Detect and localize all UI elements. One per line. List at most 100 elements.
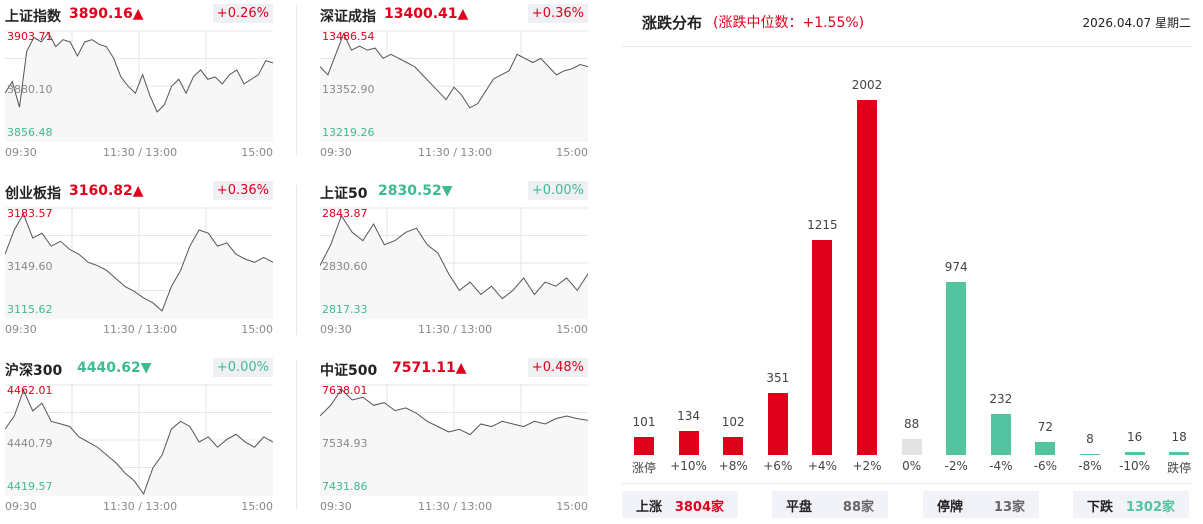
bar-label: +8% — [718, 459, 748, 473]
index-value: 7571.11▲ — [392, 360, 467, 376]
bar-value: 134 — [677, 409, 701, 424]
summary-item: 平盘 88家 — [772, 491, 888, 518]
index-panel[interactable]: 深证成指 13400.41▲ +0.36% 13486.54 13352.90 … — [320, 0, 588, 170]
index-panel[interactable]: 中证500 7571.11▲ +0.48% 7638.01 7534.93 74… — [320, 354, 588, 524]
high-label: 4462.01 — [7, 384, 53, 397]
index-panel[interactable]: 上证50 2830.52▼ +0.00% 2843.87 2830.60 281… — [320, 177, 588, 347]
price-area — [5, 390, 273, 496]
summary-value: 13家 — [993, 500, 1025, 515]
low-label: 2817.33 — [322, 303, 368, 316]
index-name: 沪深300 — [5, 363, 63, 379]
index-change: +0.26% — [212, 4, 273, 23]
summary-item: 上涨 3804家 — [622, 491, 738, 518]
index-name: 深证成指 — [320, 9, 376, 25]
summary-value: 88家 — [842, 500, 874, 515]
index-line-chart: 7638.01 7534.93 7431.86 — [320, 384, 588, 496]
bar-label: +10% — [670, 459, 707, 473]
bar-label: -8% — [1078, 459, 1102, 473]
index-value: 13400.41▲ — [384, 6, 469, 22]
distribution-bar[interactable] — [767, 392, 788, 455]
date-label: 2026.04.07 星期二 — [1082, 16, 1191, 30]
time-start: 09:30 — [320, 500, 352, 513]
price-area — [5, 32, 273, 142]
bar-value: 72 — [1037, 420, 1054, 435]
index-panel[interactable]: 创业板指 3160.82▲ +0.36% 3183.57 3149.60 311… — [5, 177, 273, 347]
bar-value: 101 — [632, 415, 656, 430]
mid-label: 3149.60 — [7, 260, 53, 273]
index-line-chart: 3903.71 3880.10 3856.48 — [5, 30, 273, 142]
price-area — [320, 389, 588, 496]
low-label: 7431.86 — [322, 480, 368, 493]
time-end: 15:00 — [241, 500, 273, 513]
mid-label: 7534.93 — [322, 437, 368, 450]
distribution-bar[interactable] — [990, 413, 1011, 455]
time-start: 09:30 — [5, 323, 37, 336]
high-label: 3903.71 — [7, 30, 53, 43]
bar-label: -10% — [1119, 459, 1151, 473]
bar-value: 351 — [766, 370, 790, 385]
arrow-up-icon: ▲ — [132, 6, 144, 22]
low-label: 13219.26 — [322, 126, 375, 139]
distribution-subtitle: (涨跌中位数：+1.55%) — [713, 15, 865, 31]
summary-item: 下跌 1302家 — [1073, 491, 1189, 518]
bar-label: 跌停 — [1167, 461, 1192, 475]
index-value: 4440.62▼ — [77, 360, 152, 376]
bar-label: -6% — [1033, 459, 1058, 473]
summary-key: 下跌 — [1087, 500, 1114, 515]
time-start: 09:30 — [5, 146, 37, 159]
bar-label: +2% — [852, 459, 882, 473]
bar-value: 16 — [1126, 430, 1143, 445]
bar-value: 102 — [721, 414, 745, 429]
arrow-up-icon: ▲ — [457, 6, 469, 22]
divider — [296, 185, 297, 335]
distribution-bar[interactable] — [678, 431, 699, 455]
index-panel[interactable]: 上证指数 3890.16▲ +0.26% 3903.71 3880.10 385… — [5, 0, 273, 170]
distribution-bar[interactable] — [857, 100, 877, 455]
price-area — [5, 213, 273, 319]
time-mid: 11:30 / 13:00 — [103, 500, 178, 513]
distribution-bar[interactable] — [723, 436, 744, 455]
divider — [296, 5, 297, 155]
distribution-bar[interactable] — [812, 239, 833, 455]
summary-item: 停牌 13家 — [923, 491, 1039, 518]
time-start: 09:30 — [320, 146, 352, 159]
high-label: 2843.87 — [322, 207, 368, 220]
distribution-bar[interactable] — [901, 439, 922, 455]
price-line — [5, 388, 273, 495]
time-end: 15:00 — [241, 146, 273, 159]
index-line-chart: 13486.54 13352.90 13219.26 — [320, 30, 588, 142]
time-mid: 11:30 / 13:00 — [103, 323, 178, 336]
time-mid: 11:30 / 13:00 — [418, 323, 493, 336]
distribution-bar[interactable] — [1169, 451, 1190, 455]
time-mid: 11:30 / 13:00 — [418, 500, 493, 513]
index-change: +0.36% — [212, 181, 273, 200]
distribution-bar[interactable] — [1080, 453, 1100, 455]
distribution-bar[interactable] — [634, 437, 654, 455]
time-start: 09:30 — [320, 323, 352, 336]
index-value: 3890.16▲ — [69, 6, 144, 22]
bar-label: 0% — [902, 459, 922, 473]
arrow-up-icon: ▲ — [132, 183, 144, 199]
mid-label: 13352.90 — [322, 83, 375, 96]
time-end: 15:00 — [241, 323, 273, 336]
time-mid: 11:30 / 13:00 — [103, 146, 178, 159]
price-area — [320, 215, 588, 319]
time-start: 09:30 — [5, 500, 37, 513]
index-change: +0.00% — [212, 358, 273, 377]
distribution-bar[interactable] — [946, 282, 967, 455]
summary-value: 3804家 — [674, 500, 724, 515]
price-line — [320, 388, 588, 436]
mid-label: 3880.10 — [7, 83, 53, 96]
arrow-up-icon: ▲ — [455, 360, 467, 376]
index-panel[interactable]: 沪深300 4440.62▼ +0.00% 4462.01 4440.79 44… — [5, 354, 273, 524]
index-change: +0.48% — [527, 358, 588, 377]
bar-label: 涨停 — [631, 461, 656, 475]
price-line — [5, 212, 273, 312]
bar-value: 88 — [903, 417, 920, 432]
high-label: 13486.54 — [322, 30, 375, 43]
distribution-title: 涨跌分布 — [642, 14, 703, 32]
index-change: +0.36% — [527, 4, 588, 23]
distribution-bar[interactable] — [1035, 442, 1056, 455]
time-end: 15:00 — [556, 146, 588, 159]
distribution-bar[interactable] — [1124, 452, 1145, 455]
